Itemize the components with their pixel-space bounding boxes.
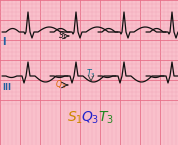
Text: $T_3$: $T_3$ — [98, 110, 114, 126]
Text: $S_1$: $S_1$ — [58, 30, 68, 42]
Text: I: I — [2, 37, 6, 47]
Text: $T_3$: $T_3$ — [86, 68, 96, 80]
Text: $S_1$: $S_1$ — [67, 110, 83, 126]
Text: III: III — [2, 84, 11, 93]
Text: $Q_3$: $Q_3$ — [55, 79, 66, 91]
Text: $Q_3$: $Q_3$ — [81, 110, 99, 126]
